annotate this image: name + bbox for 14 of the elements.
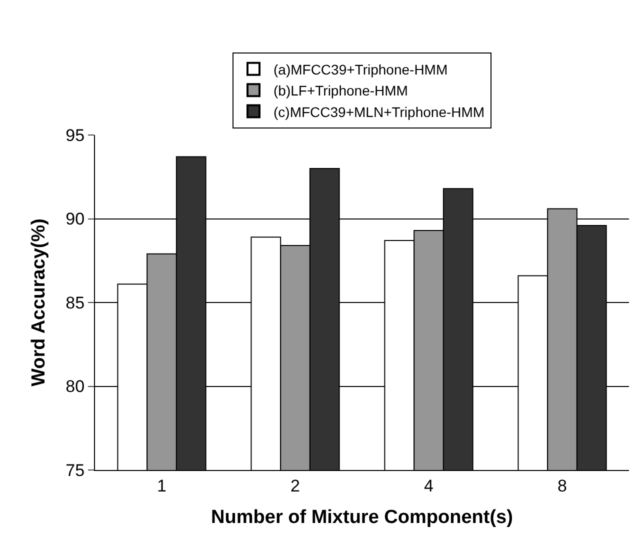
x-axis-title: Number of Mixture Component(s): [211, 507, 513, 528]
y-tick-label: 75: [66, 460, 85, 480]
y-tick-label: 90: [66, 210, 85, 229]
x-tick-label: 8: [558, 476, 567, 496]
y-tick-label: 95: [66, 126, 85, 145]
y-axis-title: Word Accuracy(%): [28, 218, 50, 386]
x-tick-label: 2: [290, 476, 300, 496]
legend-label: (c)MFCC39+MLN+Triphone-HMM: [274, 104, 485, 120]
legend-label: (a)MFCC39+Triphone-HMM: [274, 61, 448, 78]
legend-label: (b)LF+Triphone-HMM: [274, 82, 408, 99]
y-tick-label: 85: [66, 293, 85, 312]
x-tick-label: 1: [157, 476, 166, 496]
x-tick-label: 4: [424, 476, 434, 496]
y-tick-label: 80: [66, 377, 85, 396]
